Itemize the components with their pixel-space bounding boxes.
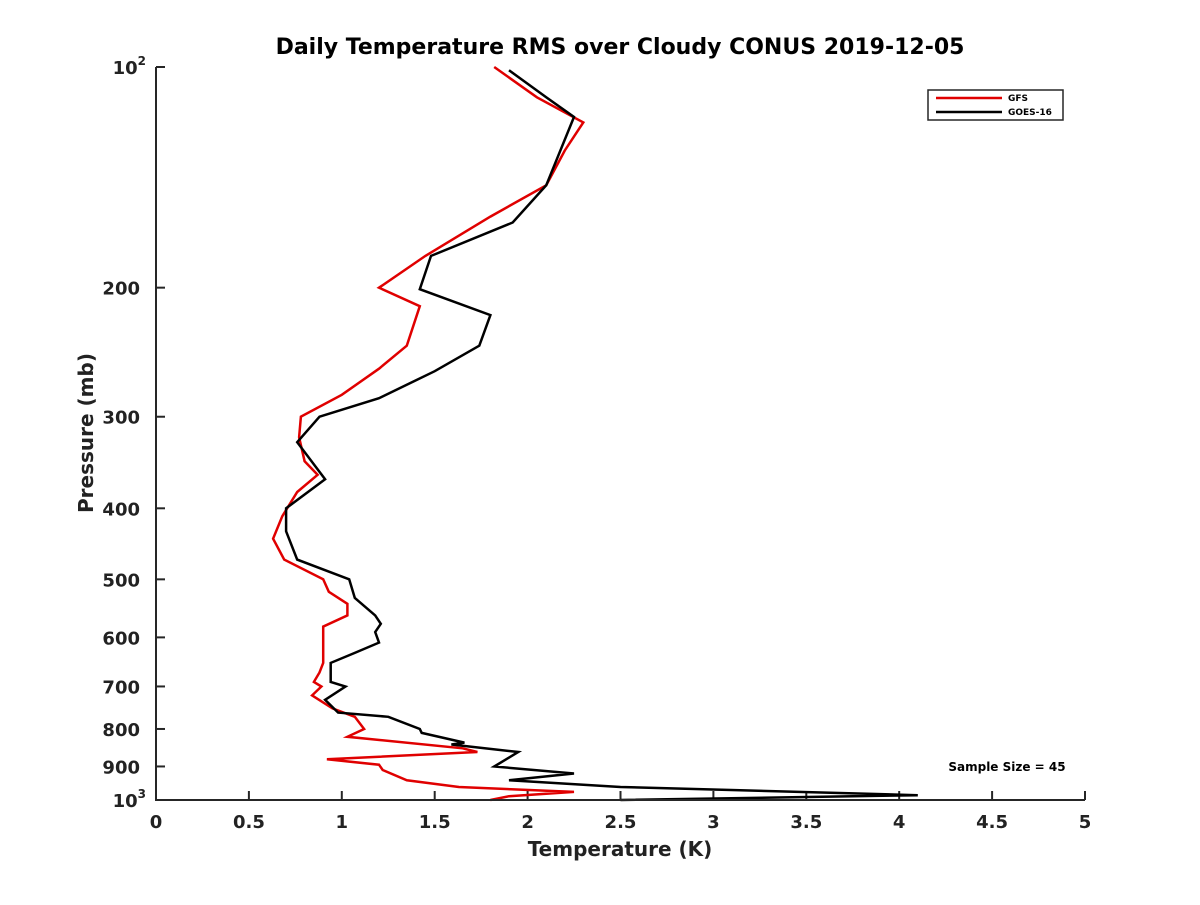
x-tick-label: 4.5 <box>976 812 1008 833</box>
y-tick-exponent: 2 <box>138 54 146 68</box>
series-line-goes-16 <box>284 69 918 802</box>
y-tick-label: 800 <box>102 720 140 741</box>
y-tick-label: 500 <box>102 570 140 591</box>
legend-entry-label: GFS <box>1008 94 1028 104</box>
y-tick-base: 10 <box>113 58 138 79</box>
x-tick-label: 0 <box>150 812 163 833</box>
y-tick-label: 600 <box>102 628 140 649</box>
x-tick-label: 0.5 <box>233 812 265 833</box>
legend: GFS GOES-16 <box>927 89 1064 121</box>
y-tick-label: 700 <box>102 677 140 698</box>
x-tick-label: 3 <box>707 812 720 833</box>
x-axis-ticks: 0 0.5 1 1.5 2 2.5 3 3.5 4 4.5 5 <box>150 791 1092 833</box>
x-tick-label: 4 <box>893 812 906 833</box>
legend-entry-label: GOES-16 <box>1008 108 1052 118</box>
x-axis-label: Temperature (K) <box>528 837 713 861</box>
legend-items: GFS GOES-16 <box>936 94 1052 118</box>
y-tick-label: 200 <box>102 279 140 300</box>
series-line-gfs <box>271 65 586 802</box>
y-tick-label: 400 <box>102 499 140 520</box>
x-tick-label: 2 <box>521 812 534 833</box>
y-tick-label: 103 <box>113 787 146 812</box>
y-tick-exponent: 3 <box>138 787 146 801</box>
y-tick-label: 300 <box>102 408 140 429</box>
chart-title: Daily Temperature RMS over Cloudy CONUS … <box>276 35 965 60</box>
x-tick-label: 1 <box>336 812 349 833</box>
x-tick-label: 2.5 <box>605 812 637 833</box>
y-tick-label: 102 <box>113 54 146 79</box>
legend-box <box>927 89 1064 121</box>
x-tick-label: 1.5 <box>419 812 451 833</box>
y-tick-base: 10 <box>113 791 138 812</box>
x-tick-label: 3.5 <box>790 812 822 833</box>
series-layer <box>271 65 918 802</box>
y-axis-label: Pressure (mb) <box>74 353 98 513</box>
x-tick-label: 5 <box>1079 812 1092 833</box>
sample-size-annotation: Sample Size = 45 <box>948 760 1065 774</box>
y-tick-label: 900 <box>102 757 140 778</box>
